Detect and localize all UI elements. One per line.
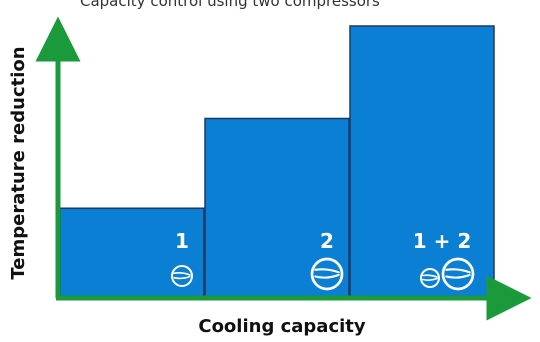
x-axis-title: Cooling capacity	[198, 316, 366, 337]
stage-bar-3	[349, 25, 495, 299]
y-axis-title: Temperature reduction	[8, 46, 29, 279]
stage-bar-2	[204, 117, 350, 299]
stage-label-1: 1	[175, 229, 189, 253]
stage-label-2: 2	[320, 229, 334, 253]
caption-fragment: Capacity control using two compressors	[80, 0, 380, 10]
compressor-large-icon	[310, 257, 344, 291]
compressor-large-icon	[441, 257, 475, 291]
compressor-small-icon	[420, 268, 440, 288]
stage-label-3: 1 + 2	[413, 229, 472, 253]
stage-bars: 1 2 1 + 2	[59, 25, 495, 299]
compressor-small-icon	[171, 265, 193, 287]
stage-bar-1	[59, 207, 205, 299]
